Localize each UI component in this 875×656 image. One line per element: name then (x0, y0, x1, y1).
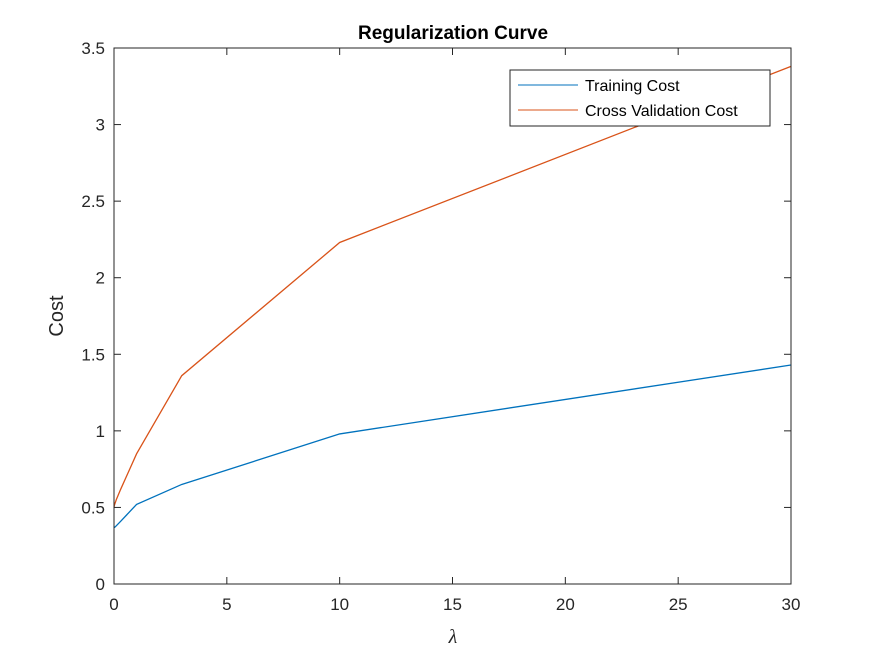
y-axis-label: Cost (46, 295, 68, 337)
x-tick-label: 25 (669, 595, 688, 614)
x-tick-label: 20 (556, 595, 575, 614)
x-axis-ticks: 0 5 10 15 20 25 30 (109, 48, 800, 614)
legend-label-cross-validation-cost: Cross Validation Cost (585, 103, 738, 120)
x-tick-label: 5 (222, 595, 231, 614)
x-tick-label: 30 (782, 595, 801, 614)
y-tick-label: 0 (96, 575, 105, 594)
y-tick-label: 2.5 (81, 192, 105, 211)
legend: Training Cost Cross Validation Cost (509, 69, 771, 127)
x-tick-label: 10 (330, 595, 349, 614)
x-axis-label: λ (448, 626, 458, 648)
x-tick-label: 0 (109, 595, 118, 614)
y-tick-label: 3 (96, 116, 105, 135)
chart-title: Regularization Curve (358, 23, 548, 44)
legend-box (509, 69, 771, 127)
x-tick-label: 15 (443, 595, 462, 614)
y-tick-label: 0.5 (81, 498, 105, 517)
y-tick-label: 2 (96, 269, 105, 288)
y-tick-label: 3.5 (81, 39, 105, 58)
y-tick-label: 1 (96, 422, 105, 441)
plot-area (114, 48, 791, 584)
legend-label-training-cost: Training Cost (585, 78, 680, 95)
y-axis-ticks: 0 0.5 1 1.5 2 2.5 3 3.5 (81, 39, 791, 594)
y-tick-label: 1.5 (81, 345, 105, 364)
